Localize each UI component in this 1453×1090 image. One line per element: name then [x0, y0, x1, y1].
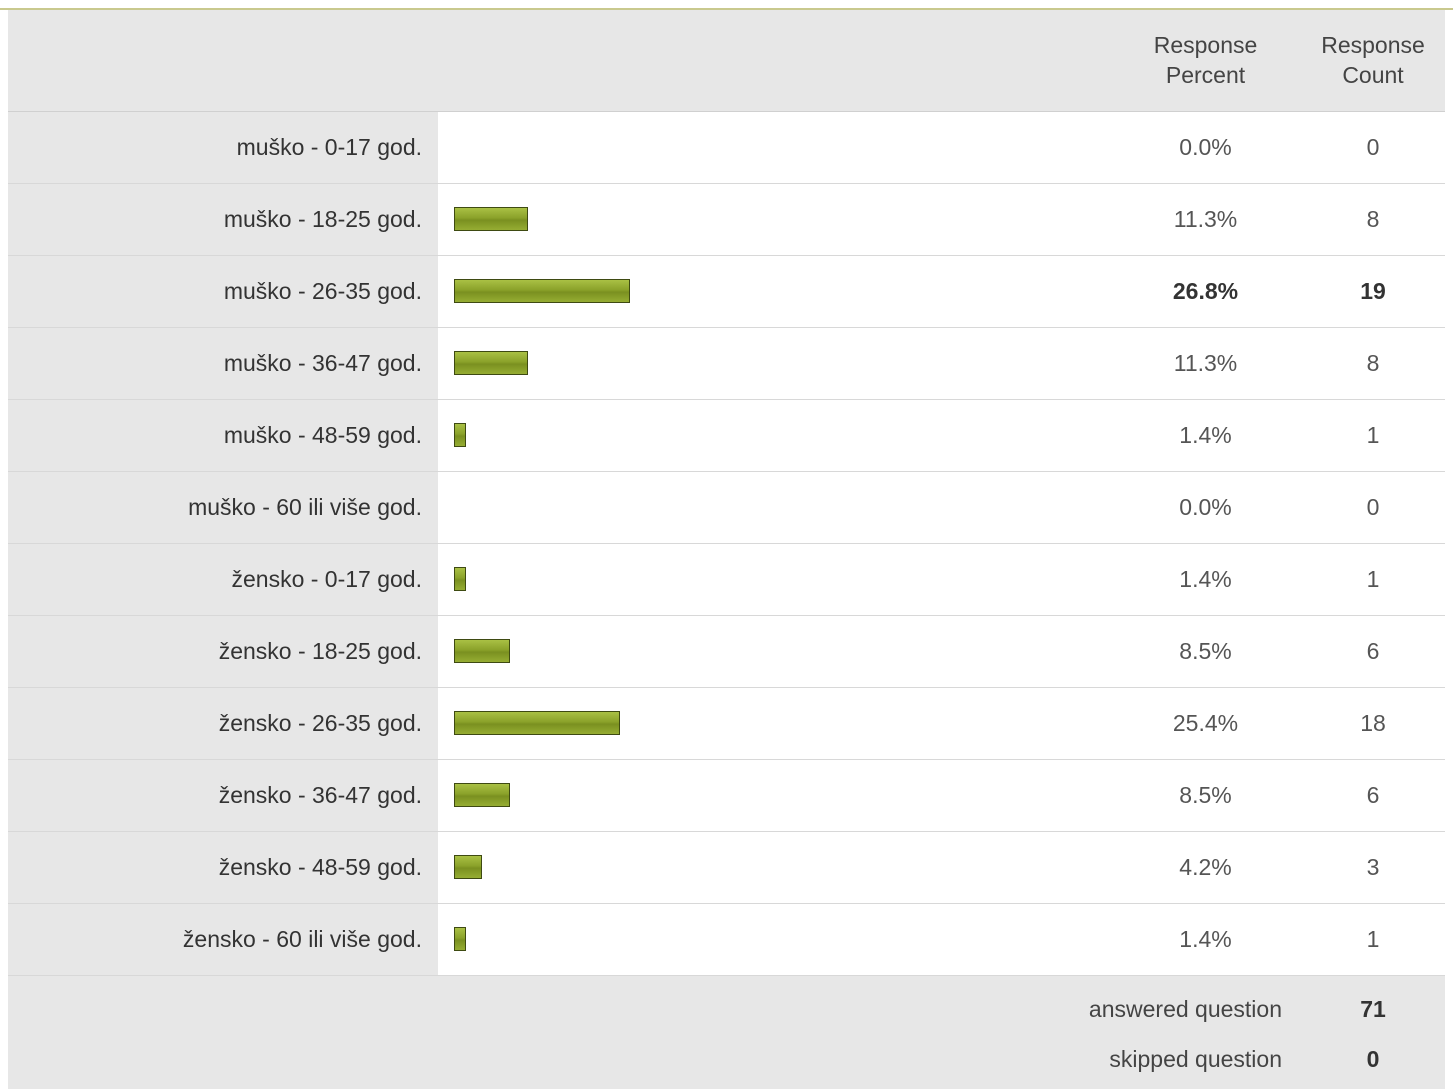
response-percent: 1.4% [1179, 566, 1232, 592]
row-label: muško - 26-35 god. [8, 256, 438, 327]
row-label: žensko - 18-25 god. [8, 616, 438, 687]
response-bar [454, 783, 510, 807]
response-percent: 4.2% [1179, 854, 1232, 880]
response-count: 6 [1366, 638, 1380, 664]
response-count-header-line2: Count [1342, 62, 1404, 88]
response-percent: 8.5% [1179, 782, 1232, 808]
response-count: 1 [1366, 926, 1380, 952]
table-row: muško - 26-35 god. 26.8% 19 [8, 256, 1445, 328]
response-bar [454, 927, 466, 951]
response-count-header: Response Count [1298, 30, 1448, 90]
row-label: žensko - 48-59 god. [8, 832, 438, 903]
response-bar [454, 423, 466, 447]
table-row: muško - 18-25 god. 11.3% 8 [8, 184, 1445, 256]
bar-area [454, 256, 1094, 327]
response-bar [454, 351, 528, 375]
row-label: muško - 0-17 god. [8, 112, 438, 183]
table-row: muško - 48-59 god. 1.4% 1 [8, 400, 1445, 472]
table-row: žensko - 0-17 god. 1.4% 1 [8, 544, 1445, 616]
bar-area [454, 832, 1094, 903]
response-count: 19 [1360, 278, 1386, 304]
bar-area [454, 112, 1094, 183]
bar-area [454, 904, 1094, 975]
answered-question-label: answered question [1088, 996, 1282, 1022]
bar-area [454, 688, 1094, 759]
response-percent: 26.8% [1172, 278, 1239, 304]
bar-area [454, 328, 1094, 399]
response-count: 0 [1366, 494, 1380, 520]
response-bar [454, 711, 620, 735]
table-row: žensko - 26-35 god. 25.4% 18 [8, 688, 1445, 760]
row-label: muško - 60 ili više god. [8, 472, 438, 543]
table-footer: answered question 71 skipped question 0 [8, 976, 1445, 1089]
response-percent: 1.4% [1179, 926, 1232, 952]
row-label: žensko - 36-47 god. [8, 760, 438, 831]
table-row: žensko - 60 ili više god. 1.4% 1 [8, 904, 1445, 976]
bar-area [454, 184, 1094, 255]
response-bar [454, 639, 510, 663]
response-count: 6 [1366, 782, 1380, 808]
table-row: žensko - 18-25 god. 8.5% 6 [8, 616, 1445, 688]
table-row: muško - 0-17 god. 0.0% 0 [8, 112, 1445, 184]
table-row: muško - 60 ili više god. 0.0% 0 [8, 472, 1445, 544]
row-label: žensko - 60 ili više god. [8, 904, 438, 975]
response-bar [454, 567, 466, 591]
bar-area [454, 616, 1094, 687]
row-label: žensko - 26-35 god. [8, 688, 438, 759]
response-percent: 0.0% [1179, 494, 1232, 520]
row-label: muško - 48-59 god. [8, 400, 438, 471]
skipped-question-value: 0 [1366, 1046, 1380, 1072]
answered-question-value: 71 [1360, 996, 1386, 1022]
response-count: 8 [1366, 206, 1380, 232]
bar-area [454, 400, 1094, 471]
table-row: žensko - 48-59 god. 4.2% 3 [8, 832, 1445, 904]
response-count: 0 [1366, 134, 1380, 160]
bar-area [454, 472, 1094, 543]
response-count: 8 [1366, 350, 1380, 376]
response-percent: 1.4% [1179, 422, 1232, 448]
response-count: 1 [1366, 422, 1380, 448]
response-percent-header-line2: Percent [1165, 62, 1246, 88]
table-header: Response Percent Response Count [8, 10, 1445, 112]
row-label: žensko - 0-17 god. [8, 544, 438, 615]
response-percent: 11.3% [1173, 206, 1238, 232]
table-row: žensko - 36-47 god. 8.5% 6 [8, 760, 1445, 832]
top-border [0, 0, 1453, 10]
row-label: muško - 36-47 god. [8, 328, 438, 399]
response-percent-header-line1: Response [1153, 32, 1258, 58]
response-count: 18 [1360, 710, 1386, 736]
response-percent: 11.3% [1173, 350, 1238, 376]
response-bar [454, 279, 630, 303]
response-bar [454, 207, 528, 231]
response-count-header-line1: Response [1321, 32, 1425, 58]
response-bar [454, 855, 482, 879]
table-body: muško - 0-17 god. 0.0% 0 muško - 18-25 god.… [8, 112, 1445, 976]
table-row: muško - 36-47 god. 11.3% 8 [8, 328, 1445, 400]
row-label: muško - 18-25 god. [8, 184, 438, 255]
bar-area [454, 760, 1094, 831]
response-count: 1 [1366, 566, 1380, 592]
response-count: 3 [1366, 854, 1380, 880]
response-percent: 0.0% [1179, 134, 1232, 160]
response-percent: 25.4% [1172, 710, 1239, 736]
skipped-question-label: skipped question [1109, 1046, 1282, 1072]
results-table: Response Percent Response Count muško - … [8, 10, 1445, 1089]
response-percent-header: Response Percent [1123, 30, 1288, 90]
response-percent: 8.5% [1179, 638, 1232, 664]
bar-area [454, 544, 1094, 615]
